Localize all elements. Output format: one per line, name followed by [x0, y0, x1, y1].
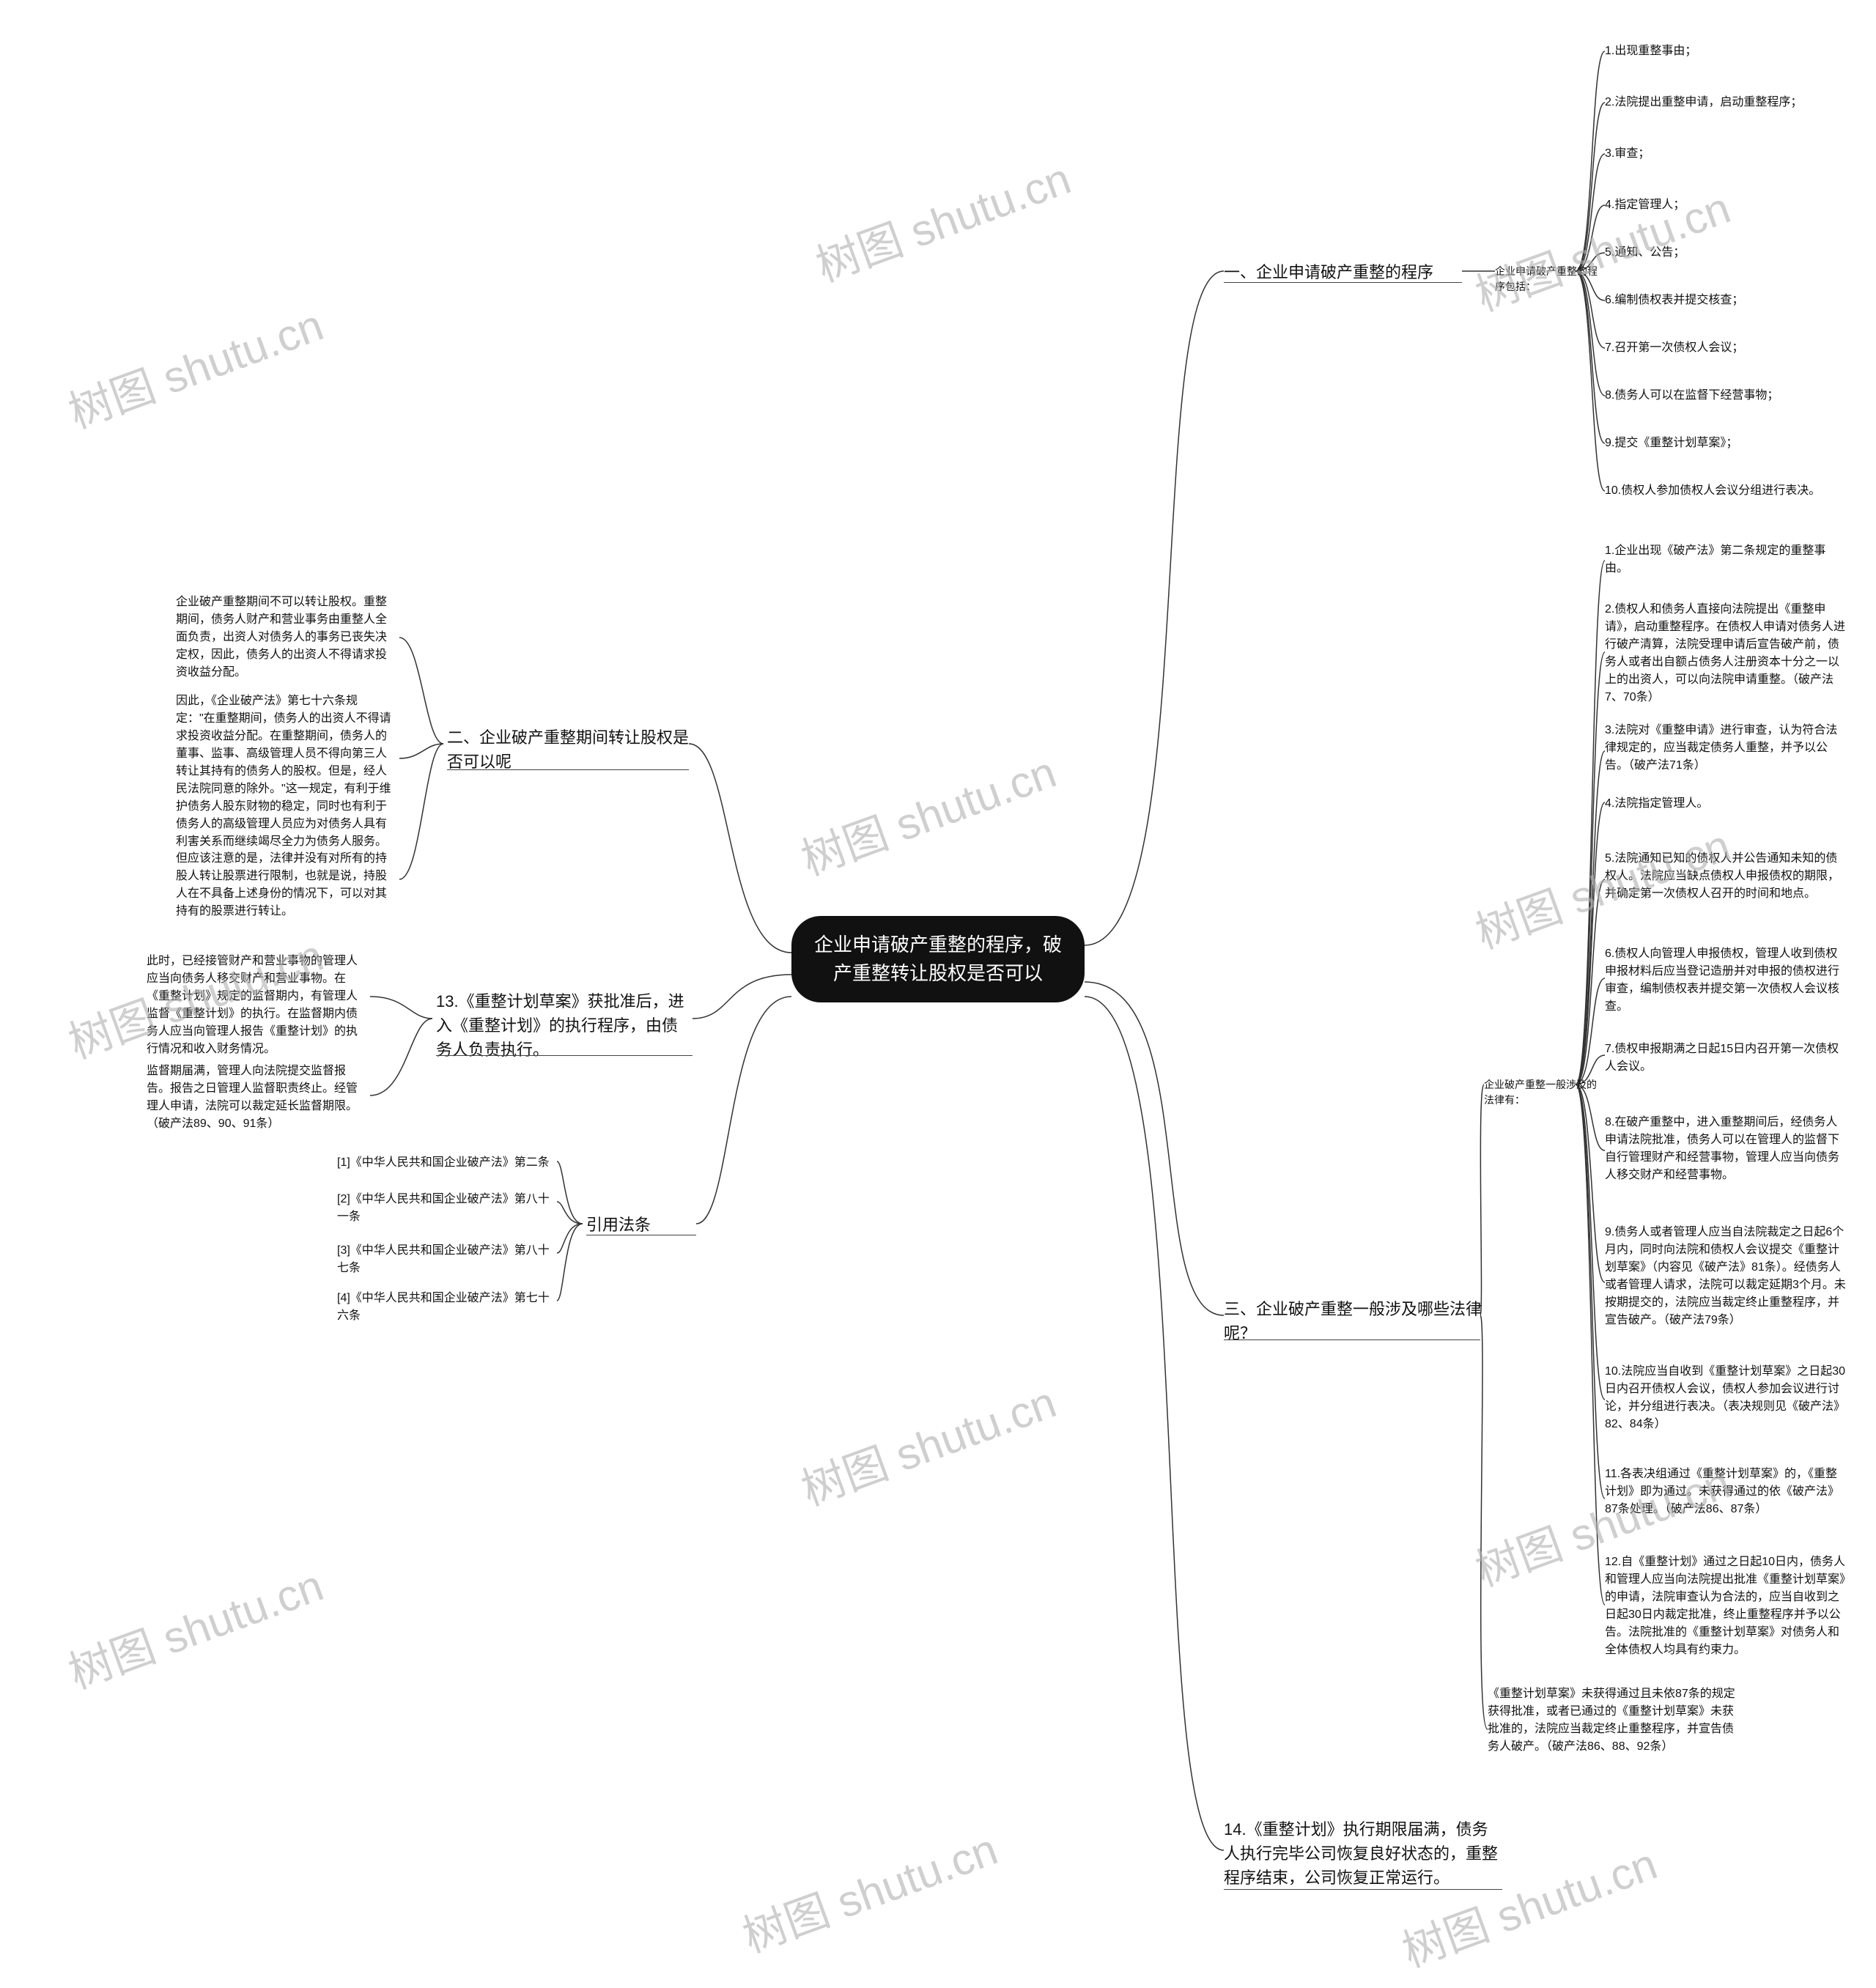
r3-extra: 《重整计划草案》未获得通过且未依87条的规定获得批准，或者已通过的《重整计划草案…	[1488, 1685, 1737, 1756]
r3-leaf-1: 1.企业出现《破产法》第二条规定的重整事由。	[1605, 542, 1847, 577]
l2-leaf-3: 但应该注意的是，法律并没有对所有的持股人转让股票进行限制，也就是说，持股人在不具…	[176, 850, 396, 920]
r1-leaf-7: 7.召开第一次债权人会议；	[1605, 339, 1847, 357]
r3-leaf-2: 2.债权人和债务人直接向法院提出《重整申请》，启动重整程序。在债权人申请对债务人…	[1605, 601, 1847, 706]
r1-leaf-5: 5.通知、公告；	[1605, 244, 1847, 262]
r3-leaf-7: 7.债权申报期满之日起15日内召开第一次债权人会议。	[1605, 1041, 1847, 1076]
lref-leaf-4: [4]《中华人民共和国企业破产法》第七十六条	[337, 1290, 557, 1325]
lref-leaf-3: [3]《中华人民共和国企业破产法》第八十七条	[337, 1242, 557, 1277]
r3-leaf-10: 10.法院应当自收到《重整计划草案》之日起30日内召开债权人会议，债权人参加会议…	[1605, 1363, 1847, 1433]
r3-leaf-6: 6.债权人向管理人申报债权，管理人收到债权申报材料后应当登记造册并对申报的债权进…	[1605, 945, 1847, 1016]
r3-leaf-3: 3.法院对《重整申请》进行审查，认为符合法律规定的，应当裁定债务人重整，并予以公…	[1605, 722, 1847, 775]
branch-lref: 引用法条	[586, 1213, 696, 1237]
r1-leaf-4: 4.指定管理人；	[1605, 196, 1847, 214]
r3-leaf-8: 8.在破产重整中，进入重整期间后，经债务人申请法院批准，债务人可以在管理人的监督…	[1605, 1114, 1847, 1184]
lref-leaf-2: [2]《中华人民共和国企业破产法》第八十一条	[337, 1191, 557, 1226]
r1-leaf-3: 3.审查；	[1605, 145, 1847, 163]
r1-leaf-2: 2.法院提出重整申请，启动重整程序；	[1605, 94, 1847, 111]
r3-leaf-12: 12.自《重整计划》通过之日起10日内，债务人和管理人应当向法院提出批准《重整计…	[1605, 1553, 1847, 1659]
r3-leaf-4: 4.法院指定管理人。	[1605, 795, 1847, 813]
branch-l2: 二、企业破产重整期间转让股权是否可以呢	[447, 725, 689, 774]
r3-leaf-11: 11.各表决组通过《重整计划草案》的，《重整计划》即为通过。未获得通过的依《破产…	[1605, 1466, 1847, 1518]
r1-leaf-8: 8.债务人可以在监督下经营事物；	[1605, 387, 1847, 404]
r1-leaf-10: 10.债权人参加债权人会议分组进行表决。	[1605, 482, 1847, 500]
l2-leaf-1: 企业破产重整期间不可以转让股权。重整期间，债务人财产和营业事务由重整人全面负责，…	[176, 594, 396, 681]
lref-leaf-1: [1]《中华人民共和国企业破产法》第二条	[337, 1154, 557, 1172]
l13-leaf-2: 监督期届满，管理人向法院提交监督报告。报告之日管理人监督职责终止。经管理人申请，…	[147, 1063, 366, 1133]
branch-r3-sub: 企业破产重整一般涉及的法律有：	[1484, 1077, 1601, 1108]
r3-leaf-5: 5.法院通知已知的债权人并公告通知未知的债权人。法院应当缺点债权人申报债权的期限…	[1605, 850, 1847, 903]
branch-r3: 三、企业破产重整一般涉及哪些法律呢？	[1224, 1297, 1488, 1345]
branch-r1-sub: 企业申请破产重整的程序包括：	[1495, 264, 1598, 295]
branch-r1: 一、企业申请破产重整的程序	[1224, 260, 1488, 284]
r1-leaf-1: 1.出现重整事由；	[1605, 43, 1847, 60]
l13-leaf-1: 此时，已经接管财产和营业事物的管理人应当向债务人移交财产和营业事物。在《重整计划…	[147, 953, 366, 1058]
branch-r14: 14.《重整计划》执行期限届满，债务人执行完毕公司恢复良好状态的，重整程序结束，…	[1224, 1817, 1502, 1890]
r1-leaf-9: 9.提交《重整计划草案》；	[1605, 435, 1847, 452]
center-topic: 企业申请破产重整的程序，破产重整转让股权是否可以	[791, 916, 1085, 1002]
r3-leaf-9: 9.债务人或者管理人应当自法院裁定之日起6个月内，同时向法院和债权人会议提交《重…	[1605, 1224, 1847, 1329]
branch-l13: 13.《重整计划草案》获批准后，进入《重整计划》的执行程序，由债务人负责执行。	[436, 989, 693, 1062]
r1-leaf-6: 6.编制债权表并提交核查；	[1605, 292, 1847, 309]
l2-leaf-2: 因此，《企业破产法》第七十六条规定："在重整期间，债务人的出资人不得请求投资收益…	[176, 692, 396, 851]
